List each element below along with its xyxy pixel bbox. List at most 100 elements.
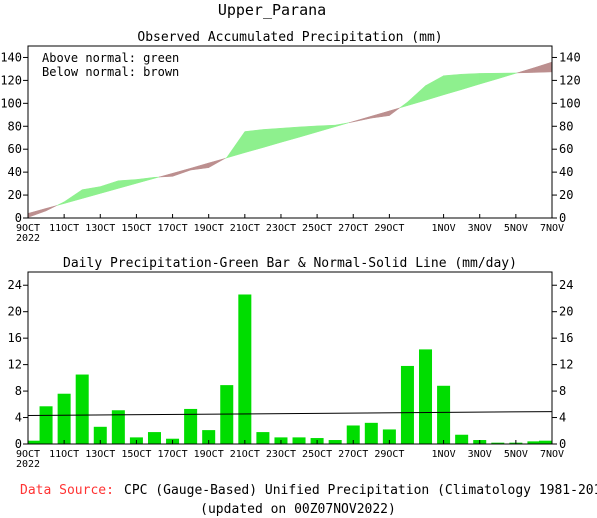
daily-bar bbox=[93, 426, 107, 444]
daily-axes: 0 0 4 4 8 8 12 12 16 16 20 20 24 24 9OCT 11OCT 13OCT 15OC… bbox=[8, 278, 574, 470]
accumulated-ytick-label-left: 140 bbox=[0, 50, 22, 64]
daily-ytick-label-left: 0 bbox=[15, 437, 22, 451]
daily-bar bbox=[328, 440, 342, 444]
daily-bar bbox=[202, 430, 216, 444]
above-normal-area bbox=[399, 101, 408, 109]
above-normal-area bbox=[407, 85, 426, 106]
accumulated-ytick-label-right: 0 bbox=[559, 211, 566, 225]
daily-ytick-label-right: 12 bbox=[559, 358, 573, 372]
data-source-text: CPC (Gauge-Based) Unified Precipitation … bbox=[124, 483, 597, 498]
daily-xtick-label: 7NOV bbox=[540, 449, 564, 460]
daily-bar bbox=[491, 442, 505, 444]
accumulated-ytick-label-left: 120 bbox=[0, 73, 22, 87]
accumulated-axes: 0 0 20 20 40 40 60 60 80 80 100 100 120 120 140 140 9OCT… bbox=[0, 50, 580, 244]
above-normal-area bbox=[316, 124, 336, 133]
daily-bar bbox=[455, 434, 469, 444]
accumulated-xtick-label: 15OCT bbox=[121, 223, 151, 234]
daily-xtick-label: 15OCT bbox=[121, 449, 151, 460]
accumulated-xtick-label: 21OCT bbox=[230, 223, 260, 234]
accumulated-xtick-label: 17OCT bbox=[157, 223, 187, 234]
accumulated-xtick-label: 25OCT bbox=[302, 223, 332, 234]
daily-bar bbox=[184, 408, 198, 444]
daily-bar bbox=[57, 393, 71, 444]
daily-bar bbox=[256, 432, 270, 444]
accumulated-ytick-label-left: 20 bbox=[8, 188, 22, 202]
daily-bar bbox=[419, 349, 433, 444]
daily-ytick-label-left: 24 bbox=[8, 278, 22, 292]
below-normal-area bbox=[517, 67, 535, 74]
accumulated-xtick-label: 11OCT bbox=[49, 223, 79, 234]
accumulated-year-label: 2022 bbox=[16, 233, 40, 244]
daily-normal-line-group bbox=[27, 411, 553, 417]
accumulated-ytick-label-left: 40 bbox=[8, 165, 22, 179]
below-normal-area bbox=[208, 158, 226, 169]
accumulated-ytick-label-right: 100 bbox=[559, 96, 581, 110]
accumulated-ytick-label-right: 140 bbox=[559, 50, 581, 64]
legend-above-normal: Above normal: green bbox=[42, 51, 179, 65]
daily-chart-title: Daily Precipitation-Green Bar & Normal-S… bbox=[63, 256, 517, 271]
above-normal-area bbox=[497, 72, 517, 80]
above-normal-area bbox=[100, 180, 119, 194]
accumulated-ytick-label-left: 100 bbox=[0, 96, 22, 110]
accumulated-xtick-label: 27OCT bbox=[338, 223, 368, 234]
accumulated-chart-title: Observed Accumulated Precipitation (mm) bbox=[137, 30, 442, 45]
daily-xtick-label: 11OCT bbox=[49, 449, 79, 460]
daily-bar bbox=[220, 385, 234, 444]
daily-bar bbox=[292, 437, 306, 444]
normal-line bbox=[27, 411, 553, 417]
daily-bar bbox=[364, 422, 378, 444]
above-normal-area bbox=[443, 73, 462, 96]
below-normal-area bbox=[158, 172, 173, 178]
daily-bar bbox=[147, 432, 161, 444]
accumulated-xtick-label: 7NOV bbox=[540, 223, 564, 234]
daily-year-label: 2022 bbox=[16, 459, 40, 470]
above-normal-area bbox=[136, 177, 155, 184]
daily-ytick-label-left: 4 bbox=[15, 411, 22, 425]
daily-xtick-label: 3NOV bbox=[468, 449, 492, 460]
below-normal-area bbox=[371, 110, 390, 119]
below-normal-area bbox=[349, 121, 354, 123]
above-normal-area bbox=[226, 130, 246, 159]
below-normal-area bbox=[533, 61, 553, 73]
accumulated-xtick-label: 29OCT bbox=[374, 223, 404, 234]
daily-bar bbox=[538, 440, 552, 444]
above-normal-area bbox=[81, 186, 101, 199]
daily-bar bbox=[238, 294, 252, 444]
daily-ytick-label-left: 20 bbox=[8, 305, 22, 319]
above-normal-area bbox=[154, 176, 160, 179]
data-source-label: Data Source: bbox=[20, 483, 114, 498]
above-normal-area bbox=[118, 179, 137, 189]
accumulated-ytick-label-left: 0 bbox=[15, 211, 22, 225]
accumulated-xtick-label: 1NOV bbox=[432, 223, 456, 234]
above-normal-area bbox=[425, 75, 444, 101]
daily-ytick-label-left: 16 bbox=[8, 331, 22, 345]
daily-xtick-label: 27OCT bbox=[338, 449, 368, 460]
above-normal-area bbox=[334, 122, 350, 128]
daily-ytick-label-left: 8 bbox=[15, 384, 22, 398]
accumulated-xtick-label: 23OCT bbox=[266, 223, 296, 234]
daily-bar bbox=[346, 425, 360, 444]
above-normal-area bbox=[244, 129, 264, 153]
daily-bar-group bbox=[28, 294, 552, 444]
accumulated-xtick-label: 3NOV bbox=[468, 223, 492, 234]
above-normal-area bbox=[280, 126, 300, 143]
daily-bar bbox=[382, 429, 396, 444]
daily-xtick-label: 17OCT bbox=[157, 449, 187, 460]
above-normal-area bbox=[461, 73, 480, 90]
accumulated-chart-frame bbox=[27, 45, 553, 219]
daily-bar bbox=[111, 410, 125, 444]
accumulated-ytick-label-right: 20 bbox=[559, 188, 573, 202]
above-normal-area bbox=[479, 72, 499, 85]
daily-xtick-label: 19OCT bbox=[194, 449, 224, 460]
legend-below-normal: Below normal: brown bbox=[42, 65, 179, 79]
accumulated-ytick-label-right: 120 bbox=[559, 73, 581, 87]
daily-xtick-label: 25OCT bbox=[302, 449, 332, 460]
daily-bar bbox=[400, 365, 414, 444]
daily-xtick-label: 1NOV bbox=[432, 449, 456, 460]
daily-xtick-label: 9OCT bbox=[16, 449, 40, 460]
below-normal-area bbox=[45, 205, 57, 212]
daily-chart-frame bbox=[27, 271, 553, 445]
accumulated-xtick-label: 5NOV bbox=[504, 223, 528, 234]
above-normal-area bbox=[63, 189, 83, 204]
above-normal-area bbox=[56, 201, 65, 206]
